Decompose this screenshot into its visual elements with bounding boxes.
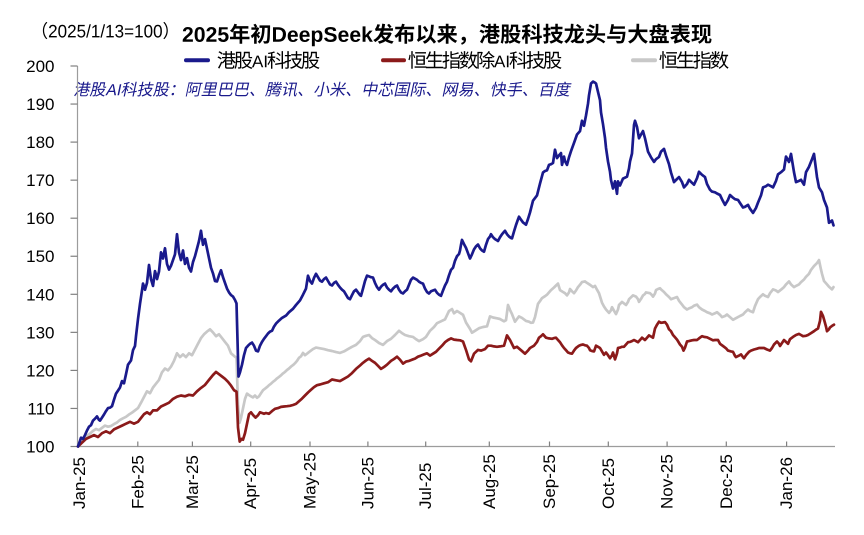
- svg-text:Oct-25: Oct-25: [599, 458, 618, 509]
- svg-text:190: 190: [26, 95, 54, 114]
- svg-text:Jan-26: Jan-26: [777, 457, 796, 509]
- svg-text:May-25: May-25: [301, 452, 320, 509]
- svg-text:Sep-25: Sep-25: [540, 454, 559, 509]
- svg-text:Feb-25: Feb-25: [128, 455, 147, 509]
- svg-text:Dec-25: Dec-25: [717, 454, 736, 509]
- svg-text:Apr-25: Apr-25: [241, 458, 260, 509]
- svg-text:Aug-25: Aug-25: [480, 454, 499, 509]
- svg-text:160: 160: [26, 209, 54, 228]
- svg-text:100: 100: [26, 438, 54, 457]
- svg-text:150: 150: [26, 247, 54, 266]
- svg-text:Jul-25: Jul-25: [416, 463, 435, 509]
- svg-text:130: 130: [26, 323, 54, 342]
- svg-text:Mar-25: Mar-25: [183, 455, 202, 509]
- svg-text:180: 180: [26, 133, 54, 152]
- svg-text:120: 120: [26, 361, 54, 380]
- svg-text:Jan-25: Jan-25: [70, 457, 89, 509]
- svg-text:110: 110: [27, 399, 54, 418]
- svg-text:140: 140: [26, 285, 54, 304]
- svg-text:Jun-25: Jun-25: [358, 457, 377, 509]
- svg-text:200: 200: [26, 57, 54, 76]
- svg-text:Nov-25: Nov-25: [658, 454, 677, 509]
- svg-text:170: 170: [26, 171, 54, 190]
